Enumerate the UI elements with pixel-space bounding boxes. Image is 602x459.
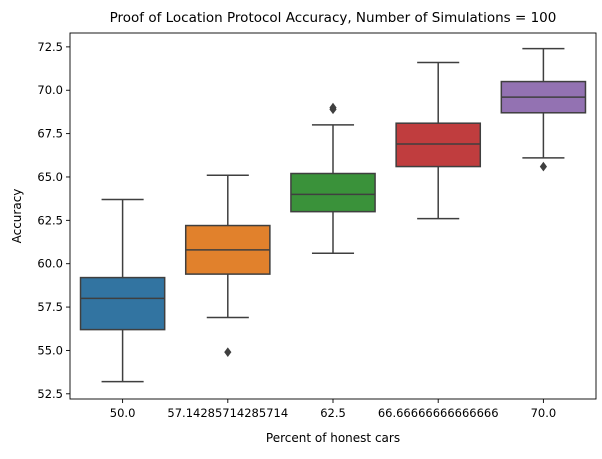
box-iqr bbox=[395, 122, 482, 168]
box-group-3 bbox=[395, 61, 482, 220]
y-axis: 52.5 55.0 57.5 60.0 62.5 65.0 67.5 70.0 72.5 bbox=[37, 40, 70, 401]
box-iqr bbox=[79, 276, 166, 331]
boxes-layer bbox=[79, 47, 587, 383]
x-axis: 50.0 57.14285714285714 62.5 66.666666666666… bbox=[110, 399, 556, 420]
outlier-point bbox=[224, 347, 232, 357]
x-axis-label: Percent of honest cars bbox=[266, 431, 400, 445]
y-tick-label: 72.5 bbox=[37, 40, 63, 54]
outlier-point bbox=[539, 161, 547, 172]
box-iqr bbox=[290, 172, 376, 213]
outlier-point bbox=[329, 102, 337, 113]
y-axis-label: Accuracy bbox=[10, 189, 24, 244]
y-tick-label: 52.5 bbox=[37, 387, 63, 401]
y-tick-label: 57.5 bbox=[37, 300, 63, 314]
x-tick-label: 66.66666666666666 bbox=[378, 406, 499, 420]
x-tick-label: 50.0 bbox=[110, 406, 136, 420]
chart-title: Proof of Location Protocol Accuracy, Num… bbox=[110, 10, 557, 26]
box-group-2 bbox=[290, 102, 376, 255]
x-tick-label: 62.5 bbox=[320, 406, 346, 420]
y-tick-label: 60.0 bbox=[37, 257, 63, 271]
y-tick-label: 70.0 bbox=[37, 83, 63, 97]
y-tick-label: 65.0 bbox=[37, 170, 63, 184]
y-tick-label: 55.0 bbox=[37, 343, 63, 357]
y-tick-label: 62.5 bbox=[37, 213, 63, 227]
box-group-0 bbox=[79, 198, 166, 383]
x-tick-label: 70.0 bbox=[531, 406, 557, 420]
x-tick-label: 57.14285714285714 bbox=[167, 406, 288, 420]
box-group-4 bbox=[500, 47, 587, 172]
box-group-1 bbox=[184, 174, 271, 357]
y-tick-label: 67.5 bbox=[37, 127, 63, 141]
